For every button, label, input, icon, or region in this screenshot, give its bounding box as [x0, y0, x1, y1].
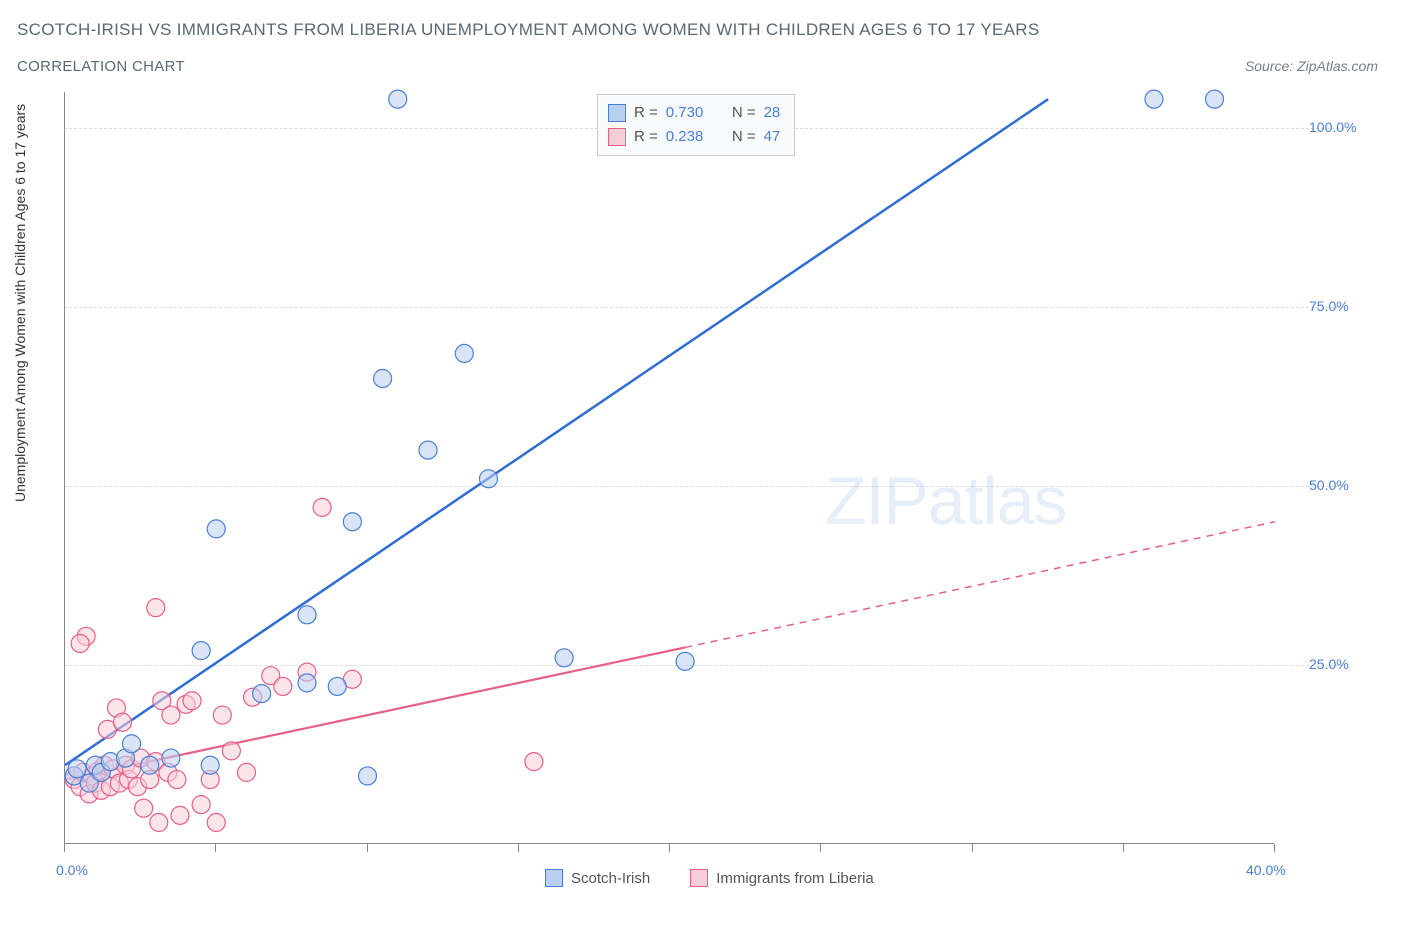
- scatter-point: [298, 674, 316, 692]
- stats-n-label: N =: [732, 101, 756, 125]
- y-tick-label: 50.0%: [1309, 477, 1349, 493]
- chart-legend: Scotch-Irish Immigrants from Liberia: [545, 869, 874, 887]
- scatter-point: [147, 599, 165, 617]
- stats-swatch: [608, 104, 626, 122]
- y-axis-label: Unemployment Among Women with Children A…: [12, 104, 28, 502]
- scatter-point: [192, 796, 210, 814]
- x-tick: [367, 844, 368, 852]
- y-tick-label: 75.0%: [1309, 298, 1349, 314]
- scatter-point: [141, 756, 159, 774]
- scatter-point: [222, 742, 240, 760]
- scatter-point: [171, 806, 189, 824]
- x-tick: [518, 844, 519, 852]
- scatter-point: [207, 814, 225, 832]
- scatter-plot-svg: [65, 92, 1274, 843]
- scatter-point: [389, 90, 407, 108]
- trend-line-dashed: [685, 522, 1275, 648]
- stats-r-value: 0.730: [666, 101, 704, 125]
- x-tick: [1123, 844, 1124, 852]
- scatter-point: [213, 706, 231, 724]
- scatter-point: [135, 799, 153, 817]
- stats-r-value: 0.238: [666, 125, 704, 149]
- x-tick-label: 40.0%: [1246, 862, 1286, 878]
- source-attribution: Source: ZipAtlas.com: [1245, 58, 1378, 74]
- legend-swatch: [690, 869, 708, 887]
- scatter-point: [162, 706, 180, 724]
- scatter-point: [298, 606, 316, 624]
- x-tick: [64, 844, 65, 852]
- stats-swatch: [608, 128, 626, 146]
- scatter-point: [676, 652, 694, 670]
- scatter-point: [192, 642, 210, 660]
- scatter-point: [374, 369, 392, 387]
- y-tick-label: 25.0%: [1309, 656, 1349, 672]
- x-tick: [820, 844, 821, 852]
- scatter-point: [313, 498, 331, 516]
- stats-n-value: 47: [764, 125, 781, 149]
- trend-line: [65, 99, 1048, 765]
- scatter-point: [455, 344, 473, 362]
- stats-n-value: 28: [764, 101, 781, 125]
- stats-r-label: R =: [634, 125, 658, 149]
- scatter-point: [201, 756, 219, 774]
- x-tick: [1274, 844, 1275, 852]
- legend-item: Immigrants from Liberia: [690, 869, 874, 887]
- chart-container: Unemployment Among Women with Children A…: [17, 92, 1389, 912]
- scatter-point: [419, 441, 437, 459]
- legend-label: Immigrants from Liberia: [716, 870, 874, 887]
- scatter-point: [68, 760, 86, 778]
- scatter-point: [555, 649, 573, 667]
- x-tick: [215, 844, 216, 852]
- scatter-point: [123, 735, 141, 753]
- scatter-point: [525, 753, 543, 771]
- x-tick-label: 0.0%: [56, 862, 88, 878]
- scatter-point: [480, 470, 498, 488]
- legend-swatch: [545, 869, 563, 887]
- scatter-point: [207, 520, 225, 538]
- stats-n-label: N =: [732, 125, 756, 149]
- scatter-point: [238, 763, 256, 781]
- scatter-point: [274, 677, 292, 695]
- chart-title: SCOTCH-IRISH VS IMMIGRANTS FROM LIBERIA …: [17, 20, 1040, 40]
- scatter-point: [253, 685, 271, 703]
- stats-row: R = 0.730 N = 28: [608, 101, 780, 125]
- legend-item: Scotch-Irish: [545, 869, 650, 887]
- stats-row: R = 0.238 N = 47: [608, 125, 780, 149]
- scatter-point: [150, 814, 168, 832]
- legend-label: Scotch-Irish: [571, 870, 650, 887]
- chart-subtitle: CORRELATION CHART: [17, 58, 1040, 75]
- plot-area: R = 0.730 N = 28R = 0.238 N = 47 ZIPatla…: [64, 92, 1274, 844]
- scatter-point: [343, 513, 361, 531]
- scatter-point: [71, 634, 89, 652]
- y-tick-label: 100.0%: [1309, 119, 1356, 135]
- scatter-point: [113, 713, 131, 731]
- scatter-point: [359, 767, 377, 785]
- scatter-point: [1145, 90, 1163, 108]
- x-tick: [972, 844, 973, 852]
- scatter-point: [328, 677, 346, 695]
- scatter-point: [168, 771, 186, 789]
- scatter-point: [162, 749, 180, 767]
- x-tick: [669, 844, 670, 852]
- stats-box: R = 0.730 N = 28R = 0.238 N = 47: [597, 94, 795, 156]
- scatter-point: [1206, 90, 1224, 108]
- scatter-point: [183, 692, 201, 710]
- stats-r-label: R =: [634, 101, 658, 125]
